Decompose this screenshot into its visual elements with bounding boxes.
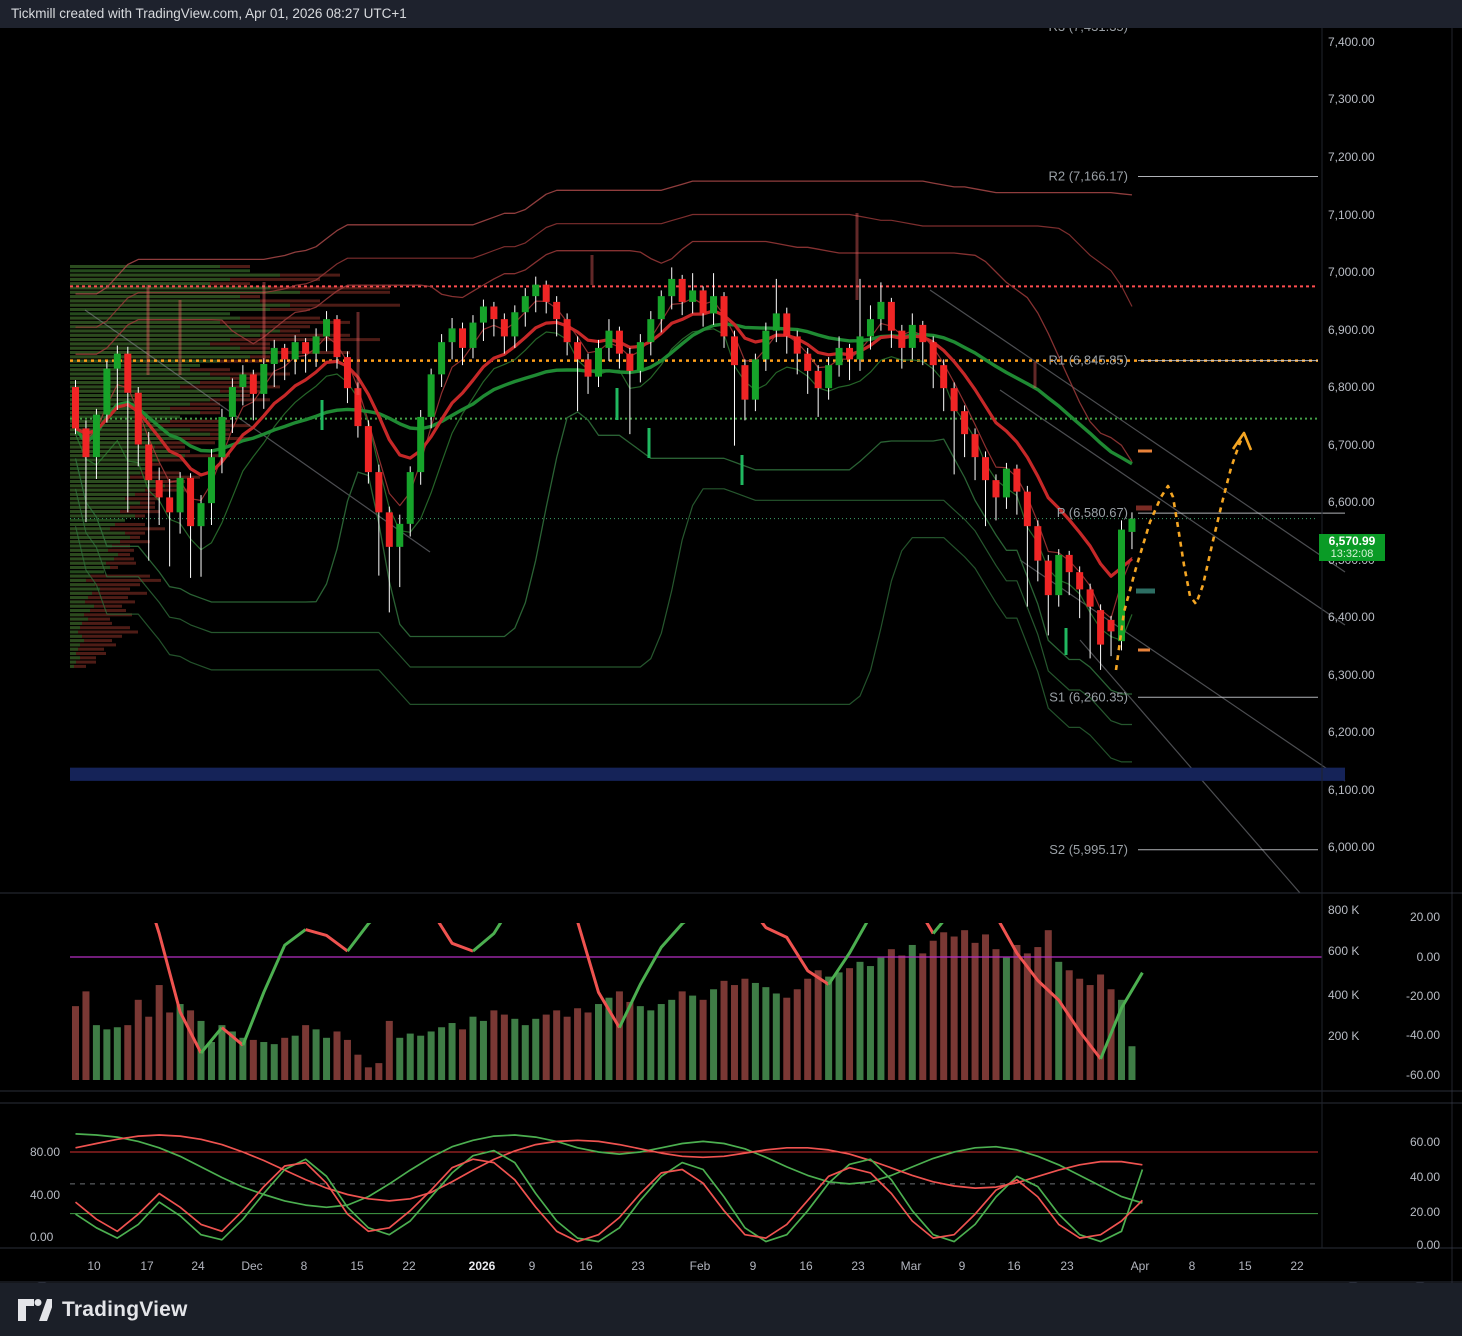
- svg-text:10: 10: [87, 1259, 101, 1273]
- svg-text:6,400.00: 6,400.00: [1328, 610, 1375, 624]
- tradingview-watermark[interactable]: TradingView: [0, 1283, 1462, 1336]
- svg-text:200 K: 200 K: [1328, 1029, 1359, 1043]
- svg-text:7,100.00: 7,100.00: [1328, 208, 1375, 222]
- svg-text:60.00: 60.00: [1410, 1135, 1440, 1149]
- price-axis[interactable]: 7,400.00 7,300.00 7,200.00 7,100.00 7,000.00…: [30, 35, 1440, 1252]
- svg-text:20.00: 20.00: [1410, 910, 1440, 924]
- svg-text:6,700.00: 6,700.00: [1328, 438, 1375, 452]
- time-axis[interactable]: 10 17 24 Dec 8 15 22 2026 9 16 23 Feb 9 16 23 Mar 9 16 23 A…: [87, 1259, 1304, 1273]
- svg-text:0.00: 0.00: [30, 1230, 54, 1244]
- svg-text:22: 22: [402, 1259, 416, 1273]
- svg-text:-40.00: -40.00: [1406, 1028, 1440, 1042]
- svg-text:40.00: 40.00: [30, 1188, 60, 1202]
- bar-countdown: 13:32:08: [1330, 548, 1374, 560]
- svg-text:S2 (5,995.17): S2 (5,995.17): [1049, 842, 1128, 857]
- chart-markers: [146, 213, 1155, 655]
- svg-text:600 K: 600 K: [1328, 944, 1359, 958]
- svg-text:23: 23: [631, 1259, 645, 1273]
- svg-text:23: 23: [1060, 1259, 1074, 1273]
- svg-text:8: 8: [1189, 1259, 1196, 1273]
- svg-text:7,000.00: 7,000.00: [1328, 265, 1375, 279]
- svg-text:7,200.00: 7,200.00: [1328, 150, 1375, 164]
- svg-text:R3 (7,431.35): R3 (7,431.35): [1049, 28, 1129, 34]
- svg-text:6,100.00: 6,100.00: [1328, 783, 1375, 797]
- indicator-bands: [74, 180, 1134, 763]
- svg-text:16: 16: [579, 1259, 593, 1273]
- last-price-value: 6,570.99: [1328, 534, 1376, 548]
- svg-text:8: 8: [301, 1259, 308, 1273]
- svg-text:P (6,580.67): P (6,580.67): [1057, 505, 1128, 520]
- svg-text:Apr: Apr: [1131, 1259, 1150, 1273]
- svg-text:15: 15: [1238, 1259, 1252, 1273]
- svg-text:R2 (7,166.17): R2 (7,166.17): [1049, 168, 1129, 183]
- svg-text:9: 9: [750, 1259, 757, 1273]
- chart-title: Tickmill created with TradingView.com, A…: [0, 0, 1462, 28]
- svg-text:2026: 2026: [469, 1259, 496, 1273]
- svg-text:800 K: 800 K: [1328, 903, 1359, 917]
- volume-pane: [70, 923, 1322, 1080]
- svg-text:16: 16: [1007, 1259, 1021, 1273]
- svg-text:6,600.00: 6,600.00: [1328, 495, 1375, 509]
- svg-text:R1 (6,845.85): R1 (6,845.85): [1049, 353, 1129, 368]
- svg-text:0.00: 0.00: [1417, 1238, 1441, 1252]
- svg-text:7,300.00: 7,300.00: [1328, 92, 1375, 106]
- svg-text:6,300.00: 6,300.00: [1328, 668, 1375, 682]
- svg-text:16: 16: [799, 1259, 813, 1273]
- pane-separators: [0, 28, 1462, 1283]
- trend-channel-lines[interactable]: [84, 289, 1346, 894]
- tradingview-logo-icon: [18, 1298, 52, 1321]
- svg-text:22: 22: [1290, 1259, 1304, 1273]
- svg-text:6,000.00: 6,000.00: [1328, 840, 1375, 854]
- svg-text:-20.00: -20.00: [1406, 989, 1440, 1003]
- svg-text:Feb: Feb: [690, 1259, 711, 1273]
- svg-text:20.00: 20.00: [1410, 1205, 1440, 1219]
- svg-text:6,200.00: 6,200.00: [1328, 725, 1375, 739]
- svg-text:24: 24: [191, 1259, 205, 1273]
- oscillator-pane: [70, 1133, 1318, 1243]
- svg-text:15: 15: [350, 1259, 364, 1273]
- support-zone-band[interactable]: [70, 767, 1345, 781]
- svg-text:7,400.00: 7,400.00: [1328, 35, 1375, 49]
- last-price-label: 6,570.99 13:32:08: [1319, 534, 1385, 561]
- dotted-level-lines[interactable]: [70, 285, 1318, 520]
- svg-text:6,900.00: 6,900.00: [1328, 323, 1375, 337]
- pivot-levels: R3 (7,431.35) R2 (7,166.17) R1 (6,845.85) P…: [1049, 28, 1345, 857]
- chart-canvas[interactable]: R3 (7,431.35) R2 (7,166.17) R1 (6,845.85) P…: [0, 28, 1462, 1283]
- svg-text:6,800.00: 6,800.00: [1328, 380, 1375, 394]
- svg-text:23: 23: [851, 1259, 865, 1273]
- volume-profile: [70, 265, 400, 668]
- svg-text:17: 17: [140, 1259, 154, 1273]
- svg-text:9: 9: [959, 1259, 966, 1273]
- svg-text:40.00: 40.00: [1410, 1170, 1440, 1184]
- svg-text:-60.00: -60.00: [1406, 1068, 1440, 1082]
- svg-text:400 K: 400 K: [1328, 988, 1359, 1002]
- svg-text:S1 (6,260.35): S1 (6,260.35): [1049, 689, 1128, 704]
- candlesticks: [72, 267, 1136, 670]
- svg-text:Mar: Mar: [901, 1259, 922, 1273]
- svg-text:0.00: 0.00: [1417, 950, 1441, 964]
- svg-text:Dec: Dec: [241, 1259, 262, 1273]
- tradingview-logo-text: TradingView: [62, 1297, 188, 1321]
- projection-arrow-drawing[interactable]: [1114, 431, 1253, 671]
- svg-text:80.00: 80.00: [30, 1145, 60, 1159]
- svg-text:9: 9: [529, 1259, 536, 1273]
